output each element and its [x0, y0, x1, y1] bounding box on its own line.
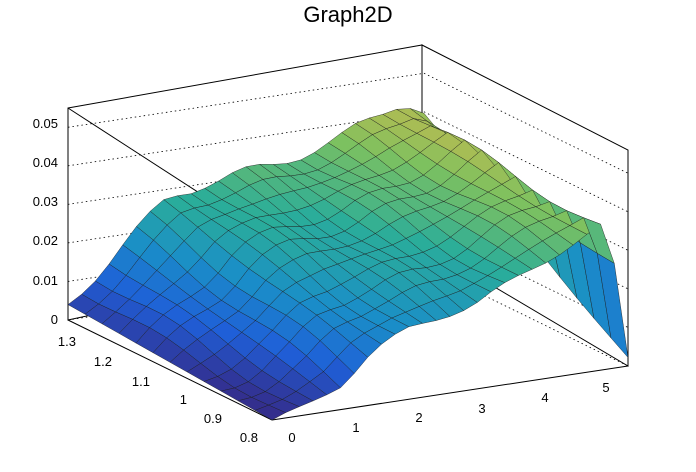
surface-cell [597, 253, 629, 359]
x-axis: 0 1 2 3 4 5 [288, 380, 609, 445]
x-tick-label: 0 [288, 430, 295, 445]
y-tick-label: 0.8 [240, 430, 258, 445]
y-tick-label: 1.2 [94, 354, 112, 369]
z-axis: 0 0.01 0.02 0.03 0.04 0.05 [33, 116, 58, 327]
z-tick-label: 0.04 [33, 155, 58, 170]
x-tick-label: 1 [352, 420, 359, 435]
x-tick-label: 5 [602, 380, 609, 395]
x-tick-label: 3 [478, 401, 485, 416]
z-tick-label: 0.02 [33, 233, 58, 248]
z-tick-label: 0.03 [33, 194, 58, 209]
x-tick-label: 4 [541, 390, 548, 405]
z-tick-label: 0.05 [33, 116, 58, 131]
z-gridline [67, 72, 629, 174]
y-axis: 1.3 1.2 1.1 1 0.9 0.8 [58, 334, 258, 445]
y-tick-label: 1 [180, 392, 187, 407]
y-tick-label: 1.3 [58, 334, 76, 349]
chart-title: Graph2D [303, 2, 392, 27]
x-tick-label: 2 [415, 410, 422, 425]
y-tick-label: 0.9 [204, 411, 222, 426]
surface-mesh [67, 108, 629, 421]
front-bottom-edge [271, 365, 629, 421]
z-gridline [67, 111, 629, 213]
y-tick-label: 1.1 [132, 374, 150, 389]
front-left-edge [67, 319, 273, 421]
z-tick-label: 0.01 [33, 273, 58, 288]
z-tick-label: 0 [51, 312, 58, 327]
